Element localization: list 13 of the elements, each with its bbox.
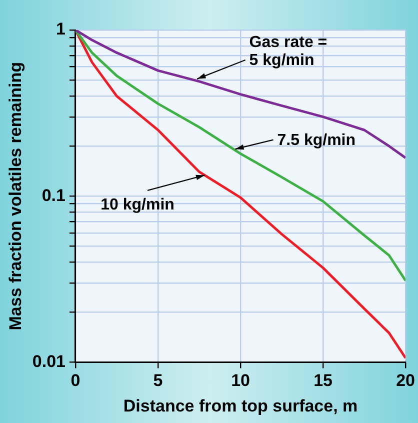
x-tick-label: 20 (396, 371, 416, 390)
y-tick-label: 0.01 (32, 352, 66, 371)
annotation: 7.5 kg/min (277, 132, 356, 149)
x-tick-label: 5 (153, 371, 163, 390)
y-tick-label: 1 (56, 20, 66, 39)
x-axis-title: Distance from top surface, m (123, 396, 358, 416)
x-tick-label: 0 (70, 371, 80, 390)
x-tick-label: 10 (231, 371, 250, 390)
annotation: Gas rate = 5 kg/min (249, 34, 328, 69)
annotation: 10 kg/min (100, 196, 174, 214)
y-tick-label: 0.1 (42, 186, 66, 205)
y-axis-title: Mass fraction volatiles remaining (6, 62, 25, 330)
x-tick-label: 15 (314, 371, 332, 390)
